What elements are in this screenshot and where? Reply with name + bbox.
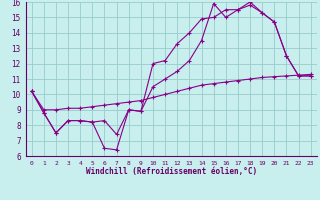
X-axis label: Windchill (Refroidissement éolien,°C): Windchill (Refroidissement éolien,°C)	[86, 167, 257, 176]
